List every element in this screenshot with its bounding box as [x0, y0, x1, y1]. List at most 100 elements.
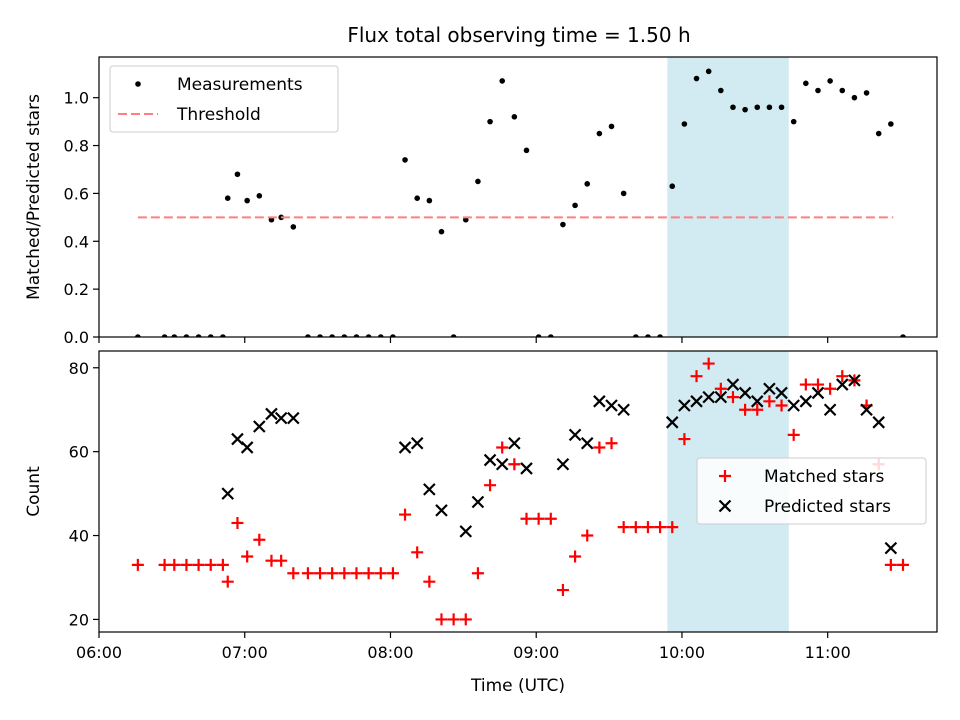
observing-window-span [667, 57, 789, 337]
series-measurements [135, 68, 906, 337]
measurement-point [353, 334, 360, 337]
matched-star-point [362, 567, 375, 580]
predicted-star-point [799, 395, 813, 408]
measurement-point [317, 334, 323, 337]
matched-star-point [253, 533, 266, 546]
matched-star-point [702, 357, 715, 370]
y-tick-label: 80 [69, 359, 89, 378]
predicted-star-point [495, 457, 509, 471]
measurement-point [669, 183, 676, 190]
matched-star-point [544, 512, 557, 525]
matched-star-point [314, 567, 327, 580]
chart-title: Flux total observing time = 1.50 h [347, 23, 690, 47]
x-tick-label: 10:00 [659, 643, 705, 662]
matched-star-point [399, 508, 412, 521]
predicted-star-point [726, 378, 740, 391]
measurement-point [365, 334, 372, 337]
matched-star-point [326, 567, 339, 580]
measurement-point [256, 193, 263, 199]
legend-box [109, 65, 339, 133]
matched-star-point [180, 558, 193, 571]
y-tick-label: 0.2 [64, 280, 89, 299]
matched-star-point [216, 558, 229, 571]
matched-star-point [690, 370, 703, 383]
measurement-point [888, 121, 894, 127]
matched-star-point [605, 437, 618, 450]
legend-label: Predicted stars [764, 497, 891, 517]
axes-frame [98, 350, 938, 633]
measurement-point [596, 130, 603, 137]
measurement-point [778, 104, 785, 111]
measurement-point [390, 334, 396, 337]
matched-star-point [726, 391, 739, 404]
matched-star-point [836, 370, 849, 383]
predicted-star-point [580, 436, 594, 450]
y-tick-label: 0.8 [64, 137, 89, 156]
legend-box [696, 457, 927, 525]
predicted-star-point [459, 525, 473, 538]
matched-star-point [581, 529, 594, 542]
predicted-star-point [714, 390, 728, 404]
measurement-point [207, 334, 214, 337]
matched-star-point [386, 567, 399, 580]
predicted-star-point [508, 436, 521, 450]
matched-star-point [241, 550, 254, 563]
matched-star-point [884, 558, 897, 571]
legend: Matched stars Predicted stars [696, 457, 927, 525]
matched-star-point [824, 382, 837, 395]
matched-star-point [275, 554, 288, 567]
ratio-panel: 0.0 0.2 0.4 0.6 0.8 1.0 Matched/Predicted star… [24, 56, 938, 347]
predicted-star-point [398, 441, 412, 454]
measurement-point [290, 224, 297, 230]
measurement-point [135, 334, 141, 337]
predicted-star-point [410, 436, 424, 450]
measurement-point [329, 334, 335, 337]
predicted-star-point [265, 407, 278, 421]
predicted-star-point [483, 453, 497, 467]
legend-marker-dot [135, 81, 141, 87]
measurement-point [535, 334, 542, 337]
measurement-point [475, 178, 481, 185]
plot-area [135, 68, 906, 337]
measurement-point [742, 106, 748, 113]
predicted-star-point [423, 483, 436, 496]
measurement-point [244, 197, 250, 204]
predicted-star-point [240, 441, 254, 454]
predicted-star-point [702, 390, 715, 404]
measurement-point [523, 147, 530, 154]
series-predicted-stars [221, 374, 898, 555]
predicted-star-point [811, 386, 825, 400]
y-axis-label: Matched/Predicted stars [24, 94, 44, 300]
matched-star-point [666, 521, 679, 534]
measurement-point [620, 190, 627, 197]
matched-star-point [447, 613, 460, 626]
measurement-point [414, 195, 420, 201]
predicted-star-point [823, 403, 837, 416]
predicted-star-point [556, 457, 570, 471]
matched-star-point [192, 558, 205, 571]
matched-star-point [714, 382, 727, 395]
measurement-point [645, 334, 651, 337]
series-matched-stars [131, 357, 909, 626]
legend-label: Matched stars [764, 467, 884, 487]
legend: Measurements Threshold [109, 65, 339, 133]
x-tick-label: 09:00 [513, 643, 559, 662]
legend-label: Threshold [176, 105, 261, 125]
legend-marker-x [718, 499, 732, 513]
matched-star-point [423, 575, 436, 588]
measurement-point [183, 334, 190, 337]
x-tick-label: 08:00 [367, 643, 413, 662]
predicted-star-point [848, 374, 861, 387]
y-tick-label: 60 [69, 443, 89, 462]
predicted-star-point [605, 399, 618, 412]
predicted-star-point [763, 382, 776, 396]
matched-star-point [471, 567, 484, 580]
matched-star-point [301, 567, 314, 580]
measurement-point [803, 80, 809, 87]
matched-star-point [350, 567, 363, 580]
y-tick-label: 0.0 [64, 328, 89, 347]
x-axis-label: Time (UTC) [470, 676, 565, 696]
matched-star-point [520, 512, 533, 525]
measurement-point [305, 334, 311, 337]
